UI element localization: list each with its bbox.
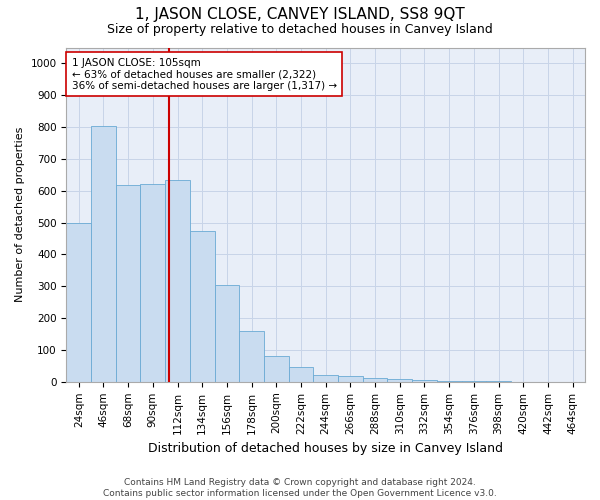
- Bar: [165, 180, 190, 382]
- Bar: [116, 185, 140, 382]
- Bar: [264, 356, 289, 382]
- Bar: [215, 284, 239, 382]
- Bar: [313, 375, 338, 382]
- Bar: [190, 230, 215, 382]
- X-axis label: Distribution of detached houses by size in Canvey Island: Distribution of detached houses by size …: [148, 442, 503, 455]
- Bar: [67, 222, 91, 382]
- Bar: [239, 331, 264, 382]
- Bar: [461, 381, 486, 382]
- Bar: [338, 376, 363, 382]
- Text: 1, JASON CLOSE, CANVEY ISLAND, SS8 9QT: 1, JASON CLOSE, CANVEY ISLAND, SS8 9QT: [135, 8, 465, 22]
- Text: Size of property relative to detached houses in Canvey Island: Size of property relative to detached ho…: [107, 22, 493, 36]
- Bar: [388, 379, 412, 382]
- Bar: [363, 378, 388, 382]
- Bar: [486, 381, 511, 382]
- Y-axis label: Number of detached properties: Number of detached properties: [15, 127, 25, 302]
- Bar: [412, 380, 437, 382]
- Text: 1 JASON CLOSE: 105sqm
← 63% of detached houses are smaller (2,322)
36% of semi-d: 1 JASON CLOSE: 105sqm ← 63% of detached …: [71, 58, 337, 90]
- Bar: [140, 184, 165, 382]
- Bar: [91, 126, 116, 382]
- Text: Contains HM Land Registry data © Crown copyright and database right 2024.
Contai: Contains HM Land Registry data © Crown c…: [103, 478, 497, 498]
- Bar: [437, 380, 461, 382]
- Bar: [289, 368, 313, 382]
